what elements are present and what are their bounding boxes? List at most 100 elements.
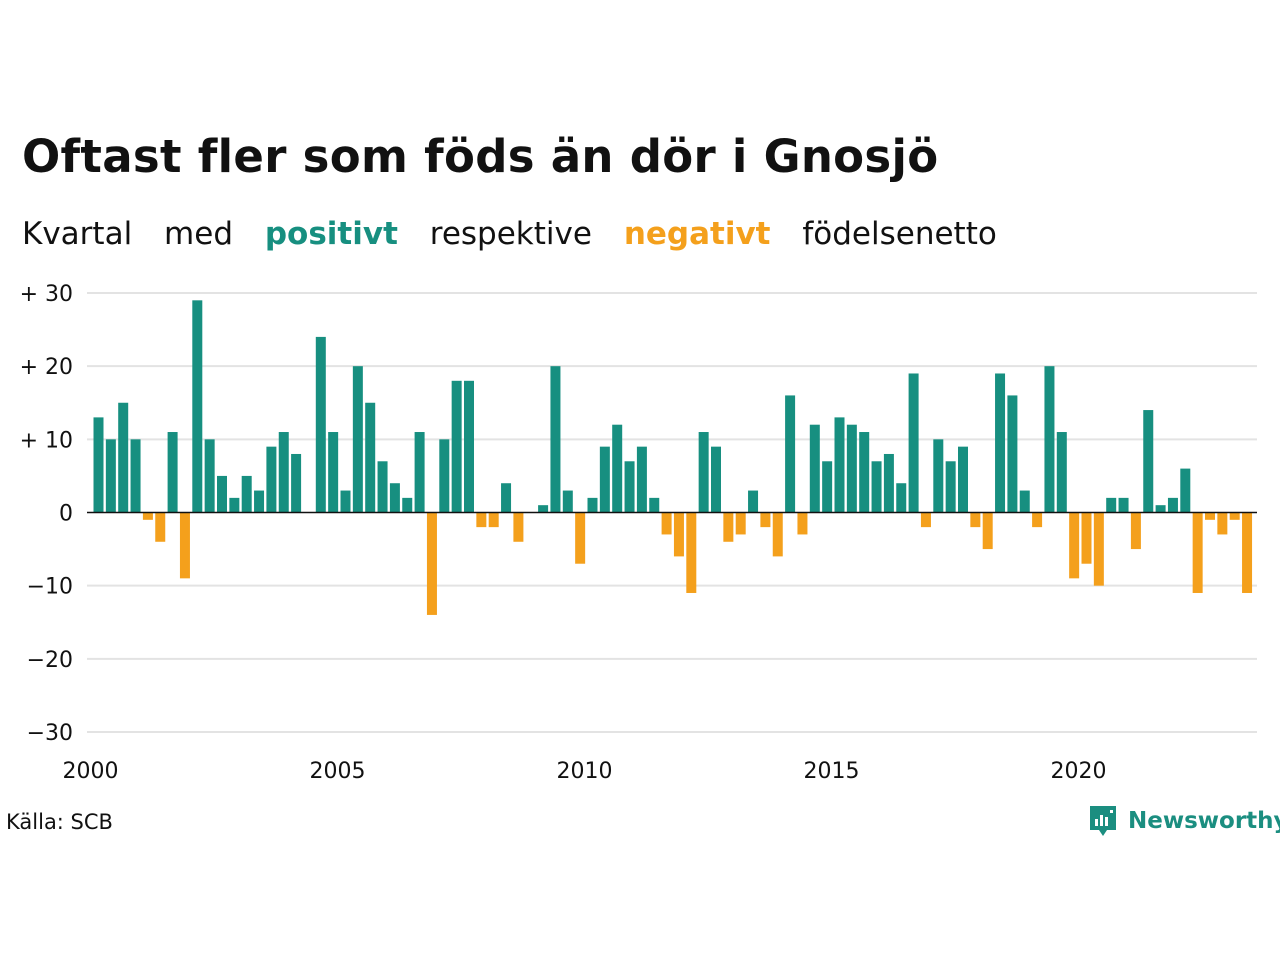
x-tick-label: 2005 xyxy=(310,759,366,784)
subtitle-word-fodelsenetto: födelsenetto xyxy=(802,216,997,252)
bar-positive xyxy=(439,439,450,513)
bar-positive xyxy=(93,417,104,513)
bar-positive xyxy=(846,424,857,513)
subtitle-word-med: med xyxy=(164,216,233,252)
bars xyxy=(93,300,1253,615)
bar-positive xyxy=(859,432,870,513)
y-tick-label: + 10 xyxy=(20,428,73,453)
chart-title: Oftast fler som föds än dör i Gnosjö xyxy=(22,130,939,183)
x-axis-labels: 2000 2005 2010 2015 2020 xyxy=(63,759,1107,784)
subtitle-word-respektive: respektive xyxy=(429,216,592,252)
x-tick-label: 2020 xyxy=(1051,759,1107,784)
bar-negative xyxy=(1229,512,1240,520)
bar-positive xyxy=(871,461,882,513)
subtitle-positive-label: positivt xyxy=(264,216,398,252)
bar-positive xyxy=(748,490,759,513)
bar-positive xyxy=(315,336,326,513)
bar-positive xyxy=(538,505,549,513)
bar-negative xyxy=(772,512,783,557)
bar-positive xyxy=(822,461,833,513)
bar-positive xyxy=(451,380,462,513)
bar-positive xyxy=(958,446,968,513)
bar-positive xyxy=(389,483,400,513)
bar-negative xyxy=(920,512,931,528)
bar-negative xyxy=(142,512,153,520)
x-tick-label: 2015 xyxy=(804,759,860,784)
bar-positive xyxy=(908,373,919,513)
subtitle-negative-label: negativt xyxy=(623,216,771,252)
bar-positive xyxy=(1106,497,1117,513)
bar-positive xyxy=(266,446,277,513)
bar-negative xyxy=(513,512,524,542)
bar-negative xyxy=(476,512,487,528)
bar-positive xyxy=(340,490,351,513)
bar-negative xyxy=(970,512,981,528)
bar-negative xyxy=(686,512,697,593)
bar-negative xyxy=(673,512,684,557)
bar-negative xyxy=(982,512,993,550)
y-tick-label: −30 xyxy=(27,721,73,746)
bar-positive xyxy=(1167,497,1178,513)
bar-negative xyxy=(488,512,499,528)
bar-negative xyxy=(797,512,808,535)
bar-positive xyxy=(1118,497,1129,513)
bar-positive xyxy=(328,432,339,513)
bar-negative xyxy=(1093,512,1104,586)
bar-positive xyxy=(711,446,721,513)
bar-positive xyxy=(291,453,302,513)
bar-positive xyxy=(377,461,388,513)
y-tick-label: −20 xyxy=(27,648,73,673)
bar-positive xyxy=(204,439,215,513)
bar-positive xyxy=(834,417,845,513)
bar-positive xyxy=(562,490,573,513)
bar-positive xyxy=(1044,366,1055,513)
bar-positive xyxy=(352,366,363,513)
bar-positive xyxy=(105,439,116,513)
bar-negative xyxy=(723,512,734,542)
bar-positive xyxy=(167,432,178,513)
bar-positive xyxy=(649,497,660,513)
bar-positive xyxy=(402,497,413,513)
bar-positive xyxy=(254,490,265,513)
newsworthy-logo: Newsworthy xyxy=(1088,804,1280,838)
chart-subtitle: Kvartal med positivt respektive negativt… xyxy=(22,216,1019,252)
bar-positive xyxy=(599,446,610,513)
bar-negative xyxy=(1081,512,1092,564)
bar-positive xyxy=(809,424,820,513)
bar-positive xyxy=(612,424,623,513)
bar-negative xyxy=(735,512,746,535)
logo-text: Newsworthy xyxy=(1128,808,1280,834)
bar-positive xyxy=(414,432,425,513)
bar-positive xyxy=(241,475,252,513)
x-tick-label: 2010 xyxy=(557,759,613,784)
bar-negative xyxy=(1069,512,1080,579)
newsworthy-chart-bubble-icon xyxy=(1090,806,1116,836)
bar-negative xyxy=(1032,512,1043,528)
bar-positive xyxy=(192,300,203,513)
bar-negative xyxy=(1205,512,1215,520)
bar-positive xyxy=(945,461,956,513)
bar-negative xyxy=(179,512,190,579)
bar-positive xyxy=(217,475,227,513)
bar-negative xyxy=(760,512,771,528)
bar-positive xyxy=(118,402,129,513)
subtitle-word-kvartal: Kvartal xyxy=(22,216,133,252)
bar-positive xyxy=(501,483,512,513)
bar-positive xyxy=(883,453,894,513)
bar-positive xyxy=(933,439,944,513)
bar-positive xyxy=(995,373,1006,513)
bar-negative xyxy=(661,512,672,535)
bar-positive xyxy=(1155,505,1166,513)
bar-negative xyxy=(1130,512,1141,550)
y-tick-label: + 30 xyxy=(20,282,73,307)
bar-positive xyxy=(636,446,647,513)
bar-positive xyxy=(1056,432,1067,513)
bar-positive xyxy=(896,483,907,513)
x-tick-label: 2000 xyxy=(63,759,119,784)
bar-negative xyxy=(426,512,437,615)
bar-positive xyxy=(229,497,240,513)
bar-positive xyxy=(1019,490,1030,513)
bar-chart: + 30+ 20+ 100−10−20−30 2000 2005 2010 2015 2… xyxy=(20,282,1257,784)
y-axis-labels: + 30 + 20 + 10 0 −10 −20 −30 xyxy=(20,282,73,746)
bar-positive xyxy=(464,380,474,513)
